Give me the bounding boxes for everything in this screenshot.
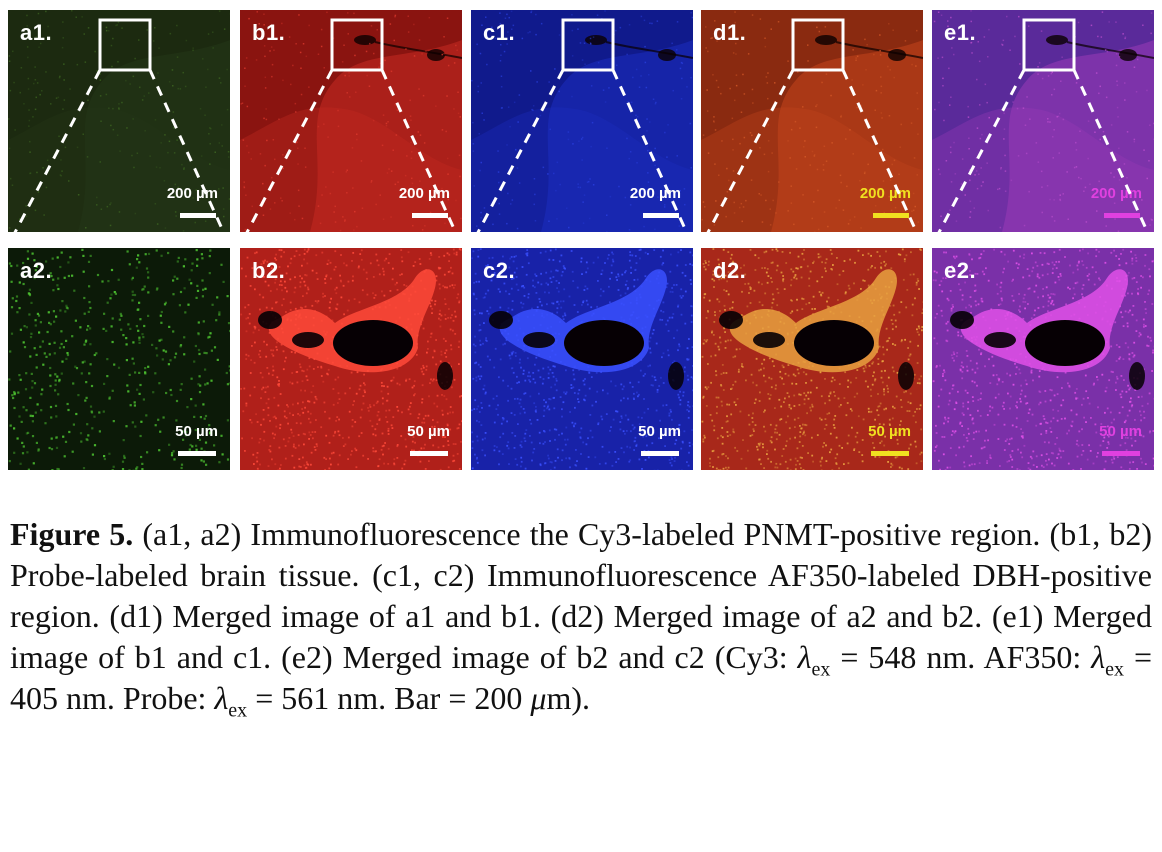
scale-bar-label: 50 µm bbox=[175, 423, 218, 440]
micrograph-panel-e2: e2. 50 µm bbox=[932, 248, 1154, 470]
lambda-symbol: λ bbox=[214, 680, 229, 716]
panel-label-b2: b2. bbox=[252, 258, 286, 283]
lambda-subscript: ex bbox=[1105, 658, 1124, 681]
micrograph-panel-c1: c1. 200 µm bbox=[471, 10, 693, 232]
panel-label-c1: c1. bbox=[483, 20, 516, 45]
panel-label-e1: e1. bbox=[944, 20, 977, 45]
micrograph-panel-c2: c2. 50 µm bbox=[471, 248, 693, 470]
figure-caption: Figure 5. (a1, a2) Immunofluorescence th… bbox=[10, 514, 1153, 722]
caption-text-5: m). bbox=[546, 680, 590, 716]
scale-bar bbox=[180, 213, 216, 218]
tissue-image bbox=[471, 248, 693, 470]
caption-text-2: = 548 nm. AF350: bbox=[830, 639, 1092, 675]
lambda-subscript: ex bbox=[228, 699, 248, 722]
caption-text-1: (a1, a2) Immunofluorescence the Cy3-labe… bbox=[10, 516, 1153, 675]
scale-bar bbox=[178, 451, 216, 456]
panel-label-b1: b1. bbox=[252, 20, 286, 45]
scale-bar bbox=[643, 213, 679, 218]
scale-bar bbox=[871, 451, 909, 456]
tissue-image bbox=[701, 248, 923, 470]
panel-label-c2: c2. bbox=[483, 258, 516, 283]
scale-bar bbox=[410, 451, 448, 456]
tissue-image bbox=[932, 248, 1154, 470]
micrograph-panel-a1: a1. 200 µm bbox=[8, 10, 230, 232]
scale-bar bbox=[641, 451, 679, 456]
figure-label: Figure 5. bbox=[10, 516, 134, 552]
caption-text-3: = 405 nm. Probe: bbox=[10, 639, 1153, 716]
panel-label-e2: e2. bbox=[944, 258, 977, 283]
scale-bar bbox=[1102, 451, 1140, 456]
scale-bar-label: 200 µm bbox=[398, 185, 450, 202]
scale-bar-label: 200 µm bbox=[629, 185, 681, 202]
panel-label-d2: d2. bbox=[713, 258, 747, 283]
scale-bar bbox=[412, 213, 448, 218]
tissue-image bbox=[240, 248, 462, 470]
lambda-symbol: λ bbox=[1091, 639, 1106, 675]
scale-bar-label: 50 µm bbox=[1099, 423, 1142, 440]
panel-label-d1: d1. bbox=[713, 20, 747, 45]
scale-bar-label: 200 µm bbox=[1090, 185, 1142, 202]
panel-label-a2: a2. bbox=[20, 258, 53, 283]
micrograph-panel-a2: a2. 50 µm bbox=[8, 248, 230, 470]
figure-panels: a1. 200 µm b1. 200 µm c1. 200 µm d1. 200 µm e1. 2… bbox=[8, 10, 1154, 470]
micrograph-panel-d1: d1. 200 µm bbox=[701, 10, 923, 232]
panel-label-a1: a1. bbox=[20, 20, 53, 45]
scale-bar-label: 50 µm bbox=[407, 423, 450, 440]
lambda-subscript: ex bbox=[811, 658, 831, 681]
micrograph-panel-e1: e1. 200 µm bbox=[932, 10, 1154, 232]
tissue-image bbox=[8, 248, 230, 470]
scale-bar-label: 200 µm bbox=[166, 185, 218, 202]
scale-bar-label: 200 µm bbox=[859, 185, 911, 202]
micrograph-panel-b2: b2. 50 µm bbox=[240, 248, 462, 470]
lambda-symbol: λ bbox=[797, 639, 812, 675]
scale-bar bbox=[873, 213, 909, 218]
caption-text-4: = 561 nm. Bar = 200 bbox=[247, 680, 531, 716]
scale-bar-label: 50 µm bbox=[868, 423, 911, 440]
scale-bar-label: 50 µm bbox=[638, 423, 681, 440]
micrograph-panel-d2: d2. 50 µm bbox=[701, 248, 923, 470]
micrograph-panel-b1: b1. 200 µm bbox=[240, 10, 462, 232]
scale-bar bbox=[1104, 213, 1140, 218]
mu-symbol: μ bbox=[530, 680, 547, 716]
